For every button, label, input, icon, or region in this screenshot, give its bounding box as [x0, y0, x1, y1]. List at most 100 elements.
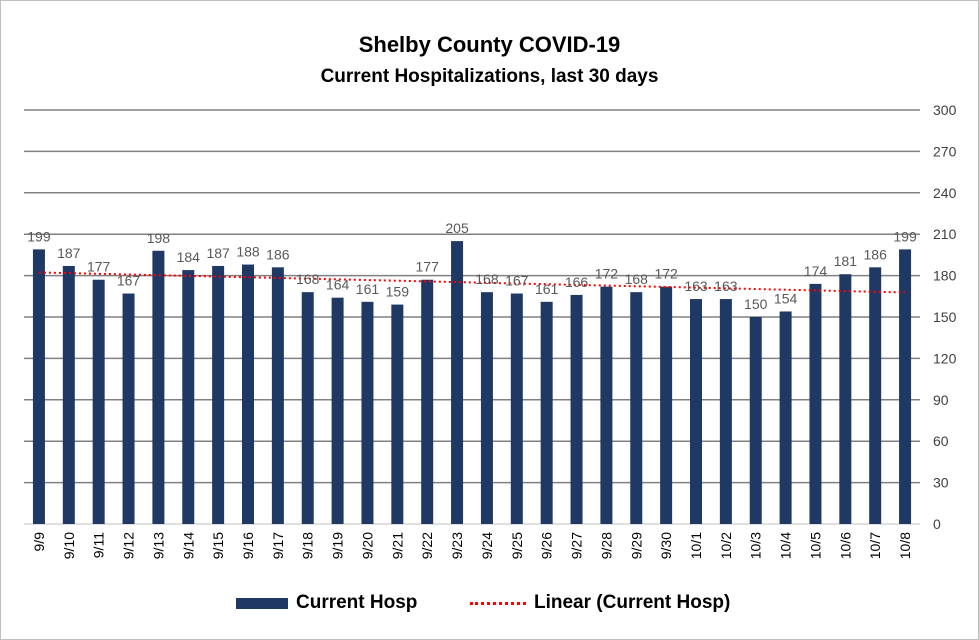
data-label: 174: [804, 263, 828, 279]
x-tick-label: 9/13: [150, 532, 166, 559]
data-label: 181: [834, 253, 858, 269]
y-tick-label: 150: [933, 309, 957, 325]
data-label: 168: [475, 271, 499, 287]
bar: [122, 293, 135, 524]
bars: [32, 241, 912, 524]
bar: [212, 265, 225, 524]
x-tick-label: 9/26: [539, 532, 555, 559]
bar: [182, 270, 195, 524]
x-tick-label: 10/4: [778, 532, 794, 559]
data-labels: 199 187 177 167 198 184 187 188 186 168 164 161 159 1…: [27, 220, 917, 312]
data-label: 161: [356, 281, 380, 297]
x-tick-label: 10/7: [867, 532, 883, 559]
data-label: 184: [177, 249, 201, 265]
legend-item-bars: Current Hosp: [236, 592, 417, 614]
data-label: 154: [774, 290, 798, 306]
bar: [600, 286, 613, 524]
bar: [779, 311, 792, 524]
y-tick-label: 90: [933, 392, 949, 408]
data-label: 159: [386, 284, 410, 300]
bar: [570, 294, 583, 524]
data-label: 150: [744, 296, 768, 312]
bar: [92, 279, 105, 524]
bar: [899, 249, 912, 524]
data-label: 205: [445, 220, 469, 236]
x-tick-label: 9/17: [270, 532, 286, 559]
y-tick-label: 30: [933, 475, 949, 491]
legend-label-bars: Current Hosp: [296, 592, 418, 613]
x-tick-label: 9/18: [300, 532, 316, 559]
legend-swatch-bar: [236, 597, 288, 609]
bar: [421, 279, 434, 524]
x-tick-label: 9/16: [240, 532, 256, 559]
x-tick-label: 9/9: [31, 532, 47, 552]
data-label: 163: [714, 278, 738, 294]
y-tick-label: 120: [933, 350, 957, 366]
data-label: 167: [117, 273, 141, 289]
data-label: 167: [505, 273, 529, 289]
y-tick-label: 180: [933, 268, 957, 284]
x-tick-label: 9/22: [419, 532, 435, 559]
legend-item-trendline: Linear (Current Hosp): [470, 592, 730, 614]
x-tick-label: 10/1: [688, 532, 704, 559]
x-tick-label: 10/2: [718, 532, 734, 559]
bar: [510, 293, 523, 524]
x-axis-ticks: 9/9 9/10 9/11 9/12 9/13 9/14 9/15 9/16 9/17 9/18 9…: [31, 532, 913, 559]
data-label: 164: [326, 277, 350, 293]
x-tick-label: 9/19: [330, 532, 346, 559]
trendline-path: [38, 271, 906, 294]
x-tick-label: 10/6: [837, 532, 853, 559]
x-tick-label: 10/3: [748, 532, 764, 559]
bar: [331, 297, 344, 524]
x-tick-label: 9/21: [389, 532, 405, 559]
bar: [152, 250, 165, 524]
y-tick-label: 0: [933, 516, 941, 532]
y-tick-label: 60: [933, 433, 949, 449]
x-tick-label: 9/20: [359, 532, 375, 559]
gridlines: [24, 109, 920, 525]
x-tick-label: 9/30: [658, 532, 674, 559]
bar: [301, 292, 314, 524]
x-tick-label: 9/25: [509, 532, 525, 559]
data-label: 177: [416, 259, 440, 275]
bar: [32, 249, 45, 524]
chart-title: Shelby County COVID-19: [358, 32, 621, 57]
y-tick-label: 270: [933, 143, 957, 159]
x-tick-label: 9/23: [449, 532, 465, 559]
data-label: 161: [535, 281, 559, 297]
data-label: 163: [684, 278, 708, 294]
bar: [660, 286, 673, 524]
data-label: 187: [57, 245, 81, 261]
bar: [630, 292, 643, 524]
data-label: 172: [654, 266, 678, 282]
bar: [361, 301, 374, 524]
data-label: 187: [206, 245, 230, 261]
y-tick-label: 300: [933, 102, 957, 118]
x-tick-label: 9/28: [598, 532, 614, 559]
x-tick-label: 9/12: [121, 532, 137, 559]
bar: [451, 241, 464, 524]
bar: [719, 299, 732, 524]
data-label: 177: [87, 259, 111, 275]
bar: [690, 299, 702, 524]
x-tick-label: 9/27: [569, 532, 585, 559]
x-tick-label: 10/5: [807, 532, 823, 559]
x-tick-label: 9/10: [61, 532, 77, 559]
data-label: 199: [893, 228, 917, 244]
bar: [809, 283, 822, 524]
legend: Current Hosp Linear (Current Hosp): [0, 592, 979, 618]
data-label: 166: [565, 274, 589, 290]
y-tick-label: 240: [933, 185, 957, 201]
legend-label-trendline: Linear (Current Hosp): [534, 592, 731, 613]
legend-swatch-trendline: [470, 601, 526, 605]
trendline: [38, 271, 906, 294]
data-label: 199: [27, 228, 51, 244]
bar: [242, 264, 254, 524]
x-tick-label: 9/15: [210, 532, 226, 559]
data-label: 186: [864, 246, 888, 262]
chart-subtitle: Current Hospitalizations, last 30 days: [320, 66, 659, 87]
bar: [839, 274, 852, 524]
bar: [869, 267, 882, 524]
data-label: 168: [296, 271, 320, 287]
